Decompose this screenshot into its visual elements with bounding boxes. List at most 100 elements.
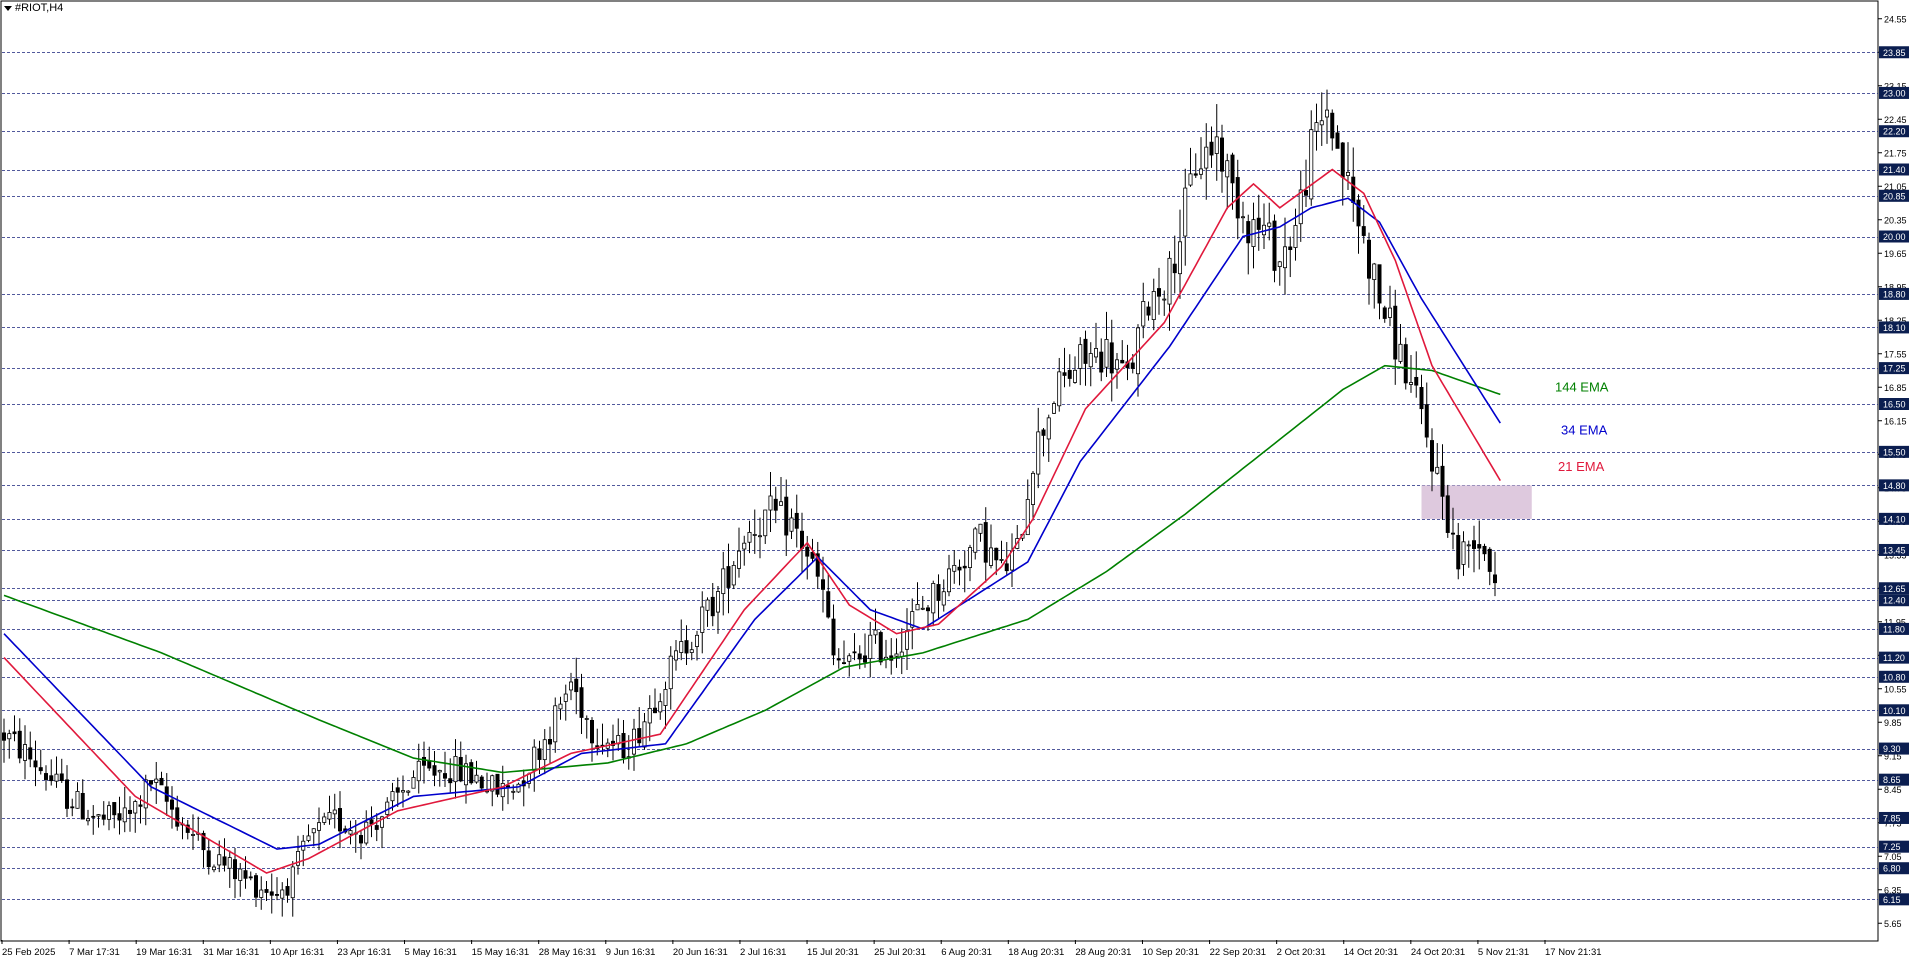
chart-border	[0, 0, 1879, 942]
candle-body	[653, 707, 658, 714]
candle-body	[1109, 342, 1114, 374]
candle-body	[201, 832, 206, 851]
candle-body	[1199, 168, 1204, 175]
level-price-label: 13.45	[1883, 545, 1906, 555]
y-tick-label: 17.55	[1884, 349, 1907, 359]
dropdown-triangle-icon[interactable]	[4, 5, 12, 11]
candle-body	[758, 535, 763, 538]
candle-body	[1493, 574, 1498, 584]
candles	[2, 89, 1498, 917]
level-price-label: 21.40	[1883, 165, 1906, 175]
level-price-label: 6.15	[1883, 895, 1901, 905]
candle-body	[44, 773, 49, 780]
x-tick-label: 2 Jul 16:31	[740, 947, 786, 958]
candle-body	[721, 568, 726, 595]
candle-body	[789, 517, 794, 532]
x-tick-label: 23 Apr 16:31	[337, 947, 391, 958]
candle-body	[138, 804, 143, 807]
candle-body	[1288, 246, 1293, 251]
y-tick-label: 16.15	[1884, 416, 1907, 426]
candle-body	[1204, 146, 1209, 169]
candle-body	[406, 790, 411, 793]
y-tick-label: 20.35	[1884, 215, 1907, 225]
candle-body	[442, 773, 447, 779]
candle-body	[952, 564, 957, 572]
candle-body	[232, 859, 237, 880]
candle-body	[1361, 226, 1366, 236]
level-price-box	[1879, 163, 1909, 176]
y-tick-label: 19.65	[1884, 249, 1907, 259]
candle-body	[295, 851, 300, 866]
candle-body	[1099, 351, 1104, 373]
candle-body	[926, 607, 931, 612]
candle-body	[1256, 217, 1261, 230]
candle-body	[1377, 264, 1382, 304]
candle-body	[752, 534, 757, 536]
level-price-label: 15.50	[1883, 447, 1906, 457]
candle-body	[632, 728, 637, 755]
candle-body	[1409, 382, 1414, 385]
y-tick-label: 23.15	[1884, 81, 1907, 91]
candle-body	[364, 821, 369, 844]
y-tick-label: 8.45	[1884, 785, 1902, 795]
candle-body	[1193, 173, 1198, 176]
x-tick-label: 17 Nov 21:31	[1545, 947, 1602, 958]
level-price-box	[1879, 811, 1909, 824]
candle-body	[663, 689, 668, 706]
candle-body	[905, 630, 910, 650]
x-tick-label: 9 Jun 16:31	[606, 947, 656, 958]
candle-body	[33, 760, 38, 768]
candle-body	[432, 765, 437, 776]
candle-body	[978, 523, 983, 534]
level-price-label: 10.10	[1883, 706, 1906, 716]
level-price-box	[1879, 230, 1909, 243]
ema-labels: 144 EMA 34 EMA 21 EMA	[1555, 379, 1609, 474]
level-price-box	[1879, 840, 1909, 853]
candle-body	[306, 835, 311, 841]
candle-body	[1115, 359, 1120, 370]
symbol-title[interactable]: #RIOT,H4	[4, 2, 63, 14]
candle-body	[710, 596, 715, 617]
candle-body	[731, 564, 736, 586]
candle-body	[1461, 541, 1466, 565]
level-price-label: 22.20	[1883, 127, 1906, 137]
candle-body	[86, 818, 91, 822]
x-tick-label: 6 Aug 20:31	[941, 947, 992, 958]
candle-body	[1351, 176, 1356, 203]
candle-body	[878, 632, 883, 663]
candle-body	[1430, 440, 1435, 472]
y-tick-label: 18.95	[1884, 282, 1907, 292]
y-tick-label: 16.85	[1884, 383, 1907, 393]
level-price-box	[1879, 287, 1909, 300]
candle-body	[1414, 376, 1419, 386]
candle-body	[831, 618, 836, 656]
candle-body	[1398, 343, 1403, 362]
level-price-box	[1879, 398, 1909, 410]
candle-body	[773, 498, 778, 511]
candle-body	[968, 547, 973, 568]
candle-body	[511, 790, 516, 793]
candle-body	[931, 583, 936, 614]
candle-body	[327, 812, 332, 820]
candle-body	[65, 779, 70, 809]
ema-144-line	[3, 364, 1501, 774]
candle-body	[737, 550, 742, 569]
candle-body	[674, 650, 679, 661]
candle-body	[12, 731, 17, 735]
x-tick-label: 18 Aug 20:31	[1008, 947, 1064, 958]
candle-body	[726, 566, 731, 588]
x-tick-label: 20 Jun 16:31	[673, 947, 728, 958]
level-price-label: 7.85	[1883, 813, 1901, 823]
level-price-label: 11.80	[1883, 624, 1905, 634]
candle-body	[957, 566, 962, 571]
candle-body	[1424, 404, 1429, 438]
y-tick-label: 9.85	[1884, 718, 1902, 728]
candle-body	[1388, 307, 1393, 318]
level-price-box	[1879, 704, 1909, 717]
candle-body	[1314, 122, 1319, 132]
candle-body	[590, 719, 595, 744]
candle-body	[133, 801, 138, 814]
candle-body	[516, 783, 521, 793]
